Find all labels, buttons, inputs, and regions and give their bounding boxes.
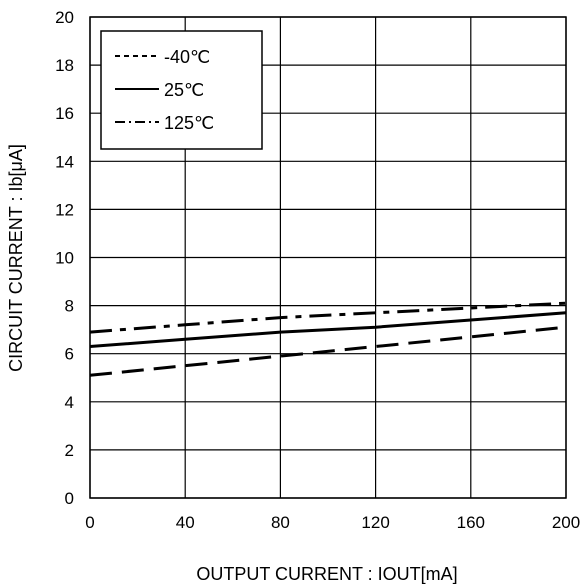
series-line-3 (89, 301, 567, 334)
y-tick-label-4: 8 (65, 297, 74, 316)
y-tick-label-2: 4 (65, 393, 74, 412)
y-tick-label-1: 2 (65, 441, 74, 460)
y-tick-label-7: 14 (55, 152, 74, 171)
y-tick-label-6: 12 (55, 200, 74, 219)
legend-label-series-2: 25℃ (164, 80, 204, 100)
y-tick-label-9: 18 (55, 56, 74, 75)
legend-label-series-3: 125℃ (164, 113, 214, 133)
series-line-2 (89, 311, 567, 348)
y-tick-label-0: 0 (65, 489, 74, 508)
x-tick-label-2: 80 (271, 513, 290, 532)
y-tick-label-5: 10 (55, 249, 74, 268)
y-tick-label-8: 16 (55, 104, 74, 123)
x-tick-labels: 0 40 80 120 160 200 (85, 513, 580, 532)
legend-label-series-1: -40℃ (164, 47, 210, 67)
y-tick-labels: 0 2 4 6 8 10 12 14 16 18 20 (55, 8, 74, 508)
series-lines (89, 301, 567, 377)
legend: -40℃ 25℃ 125℃ (100, 30, 263, 150)
series-line-1 (89, 325, 567, 377)
plot-frame (89, 16, 567, 499)
x-tick-label-5: 200 (552, 513, 580, 532)
x-tick-label-4: 160 (457, 513, 485, 532)
x-tick-label-3: 120 (361, 513, 389, 532)
y-axis-title: CIRCUIT CURRENT : Ib[μA] (6, 144, 26, 372)
x-tick-label-0: 0 (85, 513, 94, 532)
y-tick-label-10: 20 (55, 8, 74, 27)
x-tick-label-1: 40 (176, 513, 195, 532)
y-tick-label-3: 6 (65, 345, 74, 364)
x-axis-title: OUTPUT CURRENT : IOUT[mA] (196, 564, 457, 584)
